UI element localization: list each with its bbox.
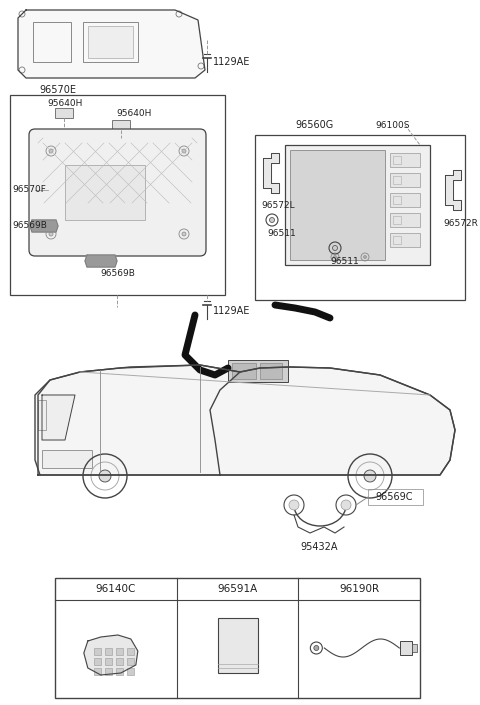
Text: 96570F: 96570F [12,185,46,195]
Bar [42,450,92,468]
Bar [290,150,385,260]
Bar [127,648,134,655]
Circle shape [182,149,186,153]
Bar [285,145,430,265]
Bar [393,196,401,204]
Bar [232,363,256,379]
Bar [390,193,420,207]
Text: 96572L: 96572L [261,202,295,211]
Bar [127,658,134,665]
Bar [393,216,401,224]
Text: 96572R: 96572R [443,219,478,228]
Bar [112,120,130,130]
Text: 95640H: 95640H [47,99,83,109]
Bar [10,95,225,295]
Circle shape [289,500,299,510]
Text: 96190R: 96190R [339,584,379,594]
Polygon shape [263,153,279,193]
Bar [105,668,112,675]
Polygon shape [445,170,461,210]
Bar [94,648,101,655]
Text: 1129AE: 1129AE [213,57,251,67]
Circle shape [182,232,186,236]
Bar [94,668,101,675]
Polygon shape [18,10,205,78]
Text: 96569C: 96569C [375,492,412,502]
Polygon shape [30,220,58,232]
Circle shape [364,470,376,482]
Bar [393,176,401,184]
Bar [33,22,71,62]
Circle shape [49,232,53,236]
Bar [393,236,401,244]
Polygon shape [38,365,455,475]
Bar [55,108,73,118]
Bar [55,578,420,698]
Polygon shape [35,365,240,475]
Bar [116,658,123,665]
Text: 96511: 96511 [267,230,296,238]
Text: 96591A: 96591A [217,584,258,594]
Polygon shape [84,635,138,675]
Text: 96569B: 96569B [100,269,135,278]
FancyBboxPatch shape [29,129,206,256]
Bar [127,668,134,675]
Text: 96100S: 96100S [375,121,409,130]
Bar [400,641,412,655]
Text: 96560G: 96560G [296,120,334,130]
Bar [260,363,282,379]
Circle shape [341,500,351,510]
Bar [390,213,420,227]
Text: 96570E: 96570E [39,85,76,95]
Circle shape [363,255,367,259]
Circle shape [99,470,111,482]
Bar [390,153,420,167]
Bar [390,173,420,187]
Bar [393,156,401,164]
Bar [255,135,465,300]
Text: 95640H: 95640H [116,109,151,118]
Bar [65,165,145,220]
Bar [105,658,112,665]
Polygon shape [42,395,75,440]
Bar [83,22,138,62]
Circle shape [269,218,275,223]
Text: 1129AE: 1129AE [213,306,251,316]
Bar [88,26,133,58]
Circle shape [314,646,319,651]
Circle shape [333,245,337,250]
Text: 95432A: 95432A [300,542,337,552]
Circle shape [49,149,53,153]
Text: 96511: 96511 [330,257,359,266]
Bar [94,658,101,665]
Bar [105,648,112,655]
Bar [116,648,123,655]
Bar [390,233,420,247]
Circle shape [334,255,336,259]
Bar [217,618,257,673]
Polygon shape [85,255,117,267]
Text: 96569B: 96569B [12,221,47,231]
Bar [368,489,423,505]
Bar [412,644,417,652]
Polygon shape [40,367,455,475]
Text: 96140C: 96140C [96,584,136,594]
Bar [38,400,46,430]
Bar [116,668,123,675]
Bar [228,360,288,382]
